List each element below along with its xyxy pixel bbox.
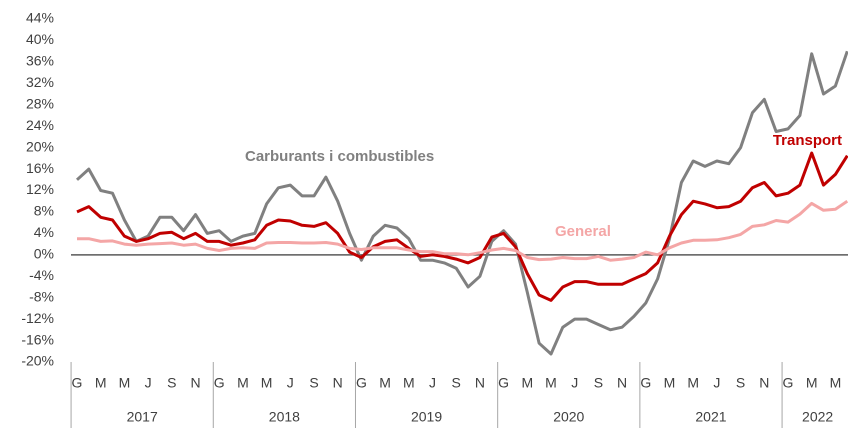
x-tick-label: J xyxy=(287,375,294,391)
y-tick-label: 20% xyxy=(26,138,54,154)
series-label: Carburants i combustibles xyxy=(245,148,434,165)
series-label: Transport xyxy=(773,132,842,149)
y-tick-label: -20% xyxy=(21,353,54,369)
x-tick-label: M xyxy=(95,375,107,391)
y-tick-label: -8% xyxy=(29,288,54,304)
series-line xyxy=(77,199,848,262)
x-tick-label: M xyxy=(545,375,557,391)
x-tick-label: M xyxy=(237,375,249,391)
x-tick-label: S xyxy=(736,375,745,391)
x-tick-label: M xyxy=(806,375,818,391)
year-label: 2017 xyxy=(127,409,158,425)
x-tick-label: S xyxy=(167,375,176,391)
x-tick-label: M xyxy=(119,375,131,391)
x-tick-label: G xyxy=(498,375,509,391)
x-tick-label: G xyxy=(356,375,367,391)
x-tick-label: J xyxy=(571,375,578,391)
x-tick-label: N xyxy=(759,375,769,391)
series-line xyxy=(76,151,848,302)
x-tick-label: N xyxy=(475,375,485,391)
x-tick-label: M xyxy=(830,375,842,391)
year-label: 2020 xyxy=(553,409,584,425)
series-line xyxy=(75,50,848,356)
x-tick-label: S xyxy=(452,375,461,391)
y-tick-label: -16% xyxy=(21,331,54,347)
x-tick-label: S xyxy=(594,375,603,391)
x-tick-label: J xyxy=(429,375,436,391)
series-label: General xyxy=(555,223,611,240)
x-tick-label: M xyxy=(403,375,415,391)
y-tick-label: 12% xyxy=(26,181,54,197)
x-tick-label: G xyxy=(640,375,651,391)
y-tick-label: 36% xyxy=(26,53,54,69)
x-tick-label: J xyxy=(713,375,720,391)
x-tick-label: M xyxy=(664,375,676,391)
year-label: 2019 xyxy=(411,409,442,425)
year-label: 2021 xyxy=(695,409,726,425)
x-tick-label: M xyxy=(261,375,273,391)
y-tick-label: 24% xyxy=(26,117,54,133)
x-tick-label: N xyxy=(333,375,343,391)
year-label: 2018 xyxy=(269,409,300,425)
year-label: 2022 xyxy=(802,409,833,425)
y-tick-label: 4% xyxy=(34,224,54,240)
y-tick-label: 28% xyxy=(26,95,54,111)
y-tick-label: 16% xyxy=(26,160,54,176)
y-tick-label: 40% xyxy=(26,31,54,47)
y-tick-label: 44% xyxy=(26,10,54,26)
x-tick-label: M xyxy=(687,375,699,391)
x-tick-label: G xyxy=(72,375,83,391)
y-tick-label: -4% xyxy=(29,267,54,283)
x-tick-label: G xyxy=(214,375,225,391)
x-tick-label: M xyxy=(521,375,533,391)
x-tick-label: N xyxy=(190,375,200,391)
y-tick-label: 8% xyxy=(34,203,54,219)
x-tick-label: J xyxy=(145,375,152,391)
x-tick-label: S xyxy=(309,375,318,391)
x-tick-label: M xyxy=(379,375,391,391)
y-tick-label: 0% xyxy=(34,246,54,262)
y-tick-label: 32% xyxy=(26,74,54,90)
x-tick-label: G xyxy=(783,375,794,391)
y-tick-label: -12% xyxy=(21,310,54,326)
x-tick-label: N xyxy=(617,375,627,391)
